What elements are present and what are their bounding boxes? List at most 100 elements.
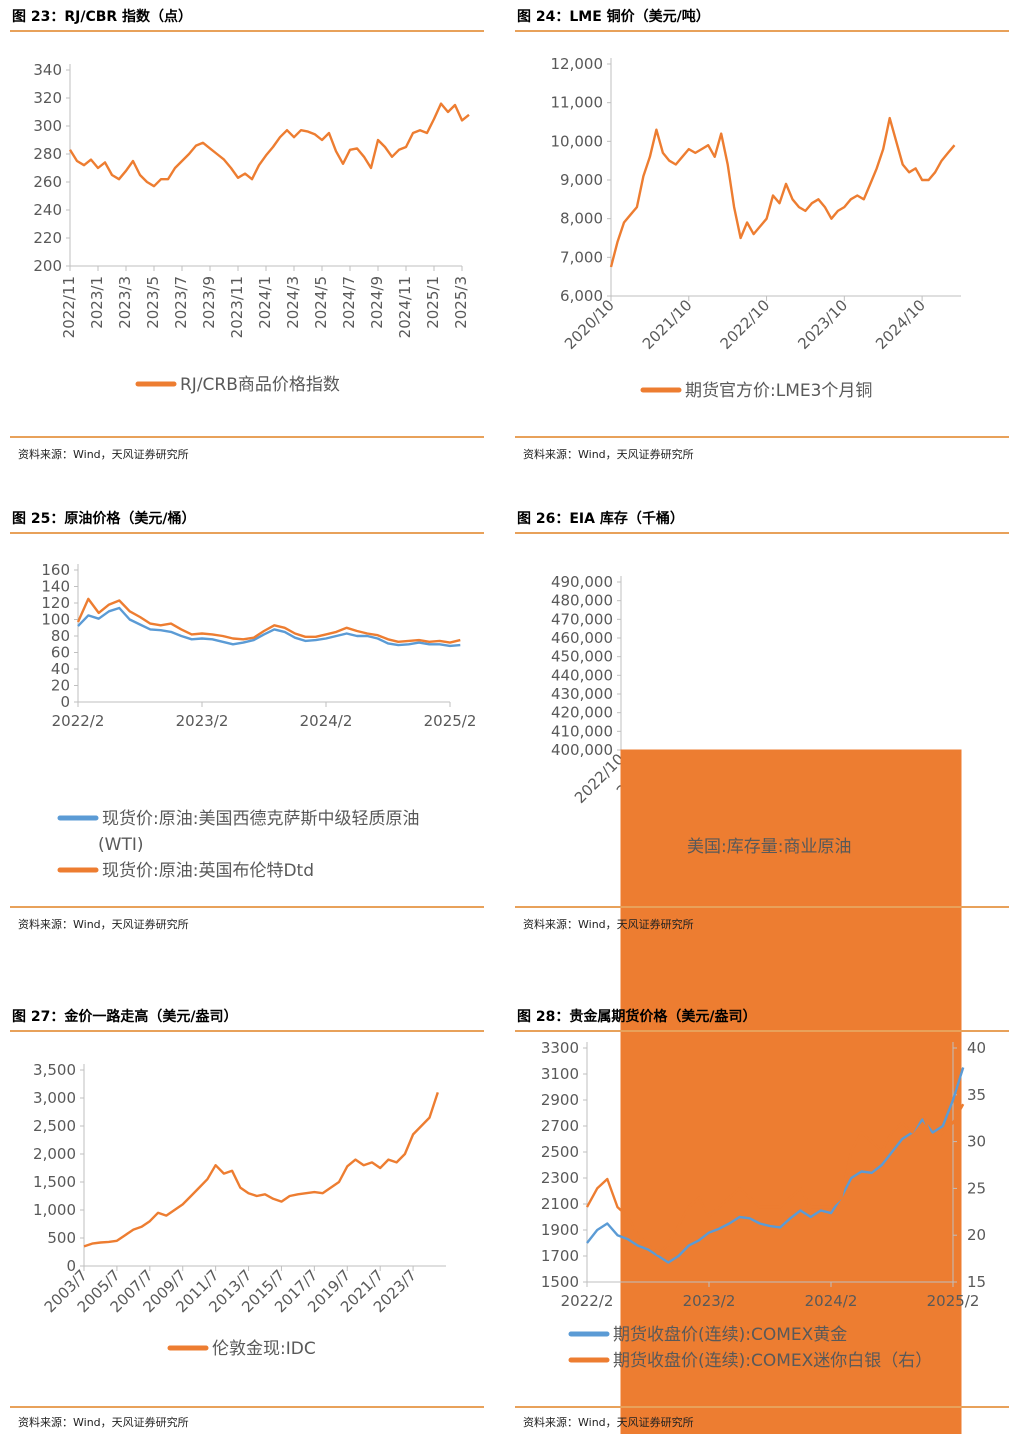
chart-panel-eia-inventory: 图 26：EIA 库存（千桶） 400,000 410,000 420,000 430… — [515, 500, 1011, 1434]
y-tick-label: 470,000 — [551, 610, 613, 628]
chart-title: 图 28：贵金属期货价格（美元/盎司） — [517, 1009, 757, 1025]
y-tick-label: 450,000 — [551, 648, 613, 666]
x-tick-label: 2023/11 — [228, 276, 246, 338]
source-divider — [10, 906, 484, 908]
y-tick-label: 7,000 — [560, 248, 603, 266]
x-tick-label: 2024/2 — [300, 712, 353, 730]
legend-label: 伦敦金现:IDC — [212, 1339, 316, 1359]
y-tick-label: 2300 — [541, 1169, 579, 1187]
y-tick-label: 480,000 — [551, 592, 613, 610]
title-divider — [515, 532, 1009, 534]
chart-panel-gold-price: 图 27：金价一路走高（美元/盎司） 0 500 1,000 1,500 2,000 2,… — [10, 998, 486, 1434]
chart-gold-price: 05001,0001,5002,0002,5003,0003,5002003/7… — [33, 1061, 446, 1359]
chart-panel-precious-metals: 图 28：贵金属期货价格（美元/盎司） 1500 1700 1900 2100 2300… — [515, 998, 1011, 1434]
x-tick-label: 2024/9 — [368, 276, 386, 329]
legend-label: RJ/CRB商品价格指数 — [180, 375, 340, 395]
y-tick-label: 11,000 — [551, 94, 604, 112]
x-tick-label: 2024/3 — [284, 276, 302, 329]
x-tick-label: 2021/10 — [639, 296, 696, 353]
y-tick-label: 280 — [33, 145, 62, 163]
y-tick-label: 0 — [66, 1257, 76, 1275]
x-tick-label: 2022/10 — [717, 296, 774, 353]
legend-swatch — [671, 840, 682, 851]
y-tick-label: 1,500 — [33, 1173, 76, 1191]
y-tick-label: 320 — [33, 89, 62, 107]
x-tick-label: 2022/2 — [561, 1292, 614, 1310]
line-series — [586, 1067, 965, 1264]
y-tick-label: 120 — [41, 594, 70, 612]
y-tick-label: 500 — [47, 1229, 76, 1247]
chart-rj-crb: 200 220 240 260 280 300 320 340 2022/11 2023/1 202… — [33, 61, 470, 395]
legend-label: 美国:库存量:商业原油 — [687, 837, 851, 857]
x-tick-label: 2023/3 — [116, 276, 134, 329]
y-tick-label: 2500 — [541, 1143, 579, 1161]
x-tick-label: 2024/10 — [872, 296, 929, 353]
y-tick-label: 2,500 — [33, 1117, 76, 1135]
y-tick-label: 300 — [33, 117, 62, 135]
x-tick-label: 2024/1 — [256, 276, 274, 329]
y-tick-label: 1700 — [541, 1247, 579, 1265]
x-tick-label: 2025/2 — [424, 712, 477, 730]
x-tick-label: 2022/11 — [60, 276, 78, 338]
x-tick-label: 2022/2 — [52, 712, 105, 730]
legend-label: 期货收盘价(连续):COMEX迷你白银（右） — [613, 1351, 932, 1371]
x-tick-label: 2025/3 — [452, 276, 470, 329]
x-tick-label: 2024/7 — [340, 276, 358, 329]
x-tick-label: 2023/5 — [144, 276, 162, 329]
y-tick-label: 220 — [33, 229, 62, 247]
source-note: 资料来源：Wind，天风证券研究所 — [18, 1416, 189, 1429]
x-tick-label: 2025/1 — [424, 276, 442, 329]
y-tick-label: 240 — [33, 201, 62, 219]
y-tick-label: 8,000 — [560, 210, 603, 228]
source-note: 资料来源：Wind，天风证券研究所 — [18, 918, 189, 931]
y-tick-label: 60 — [51, 644, 70, 662]
line-series — [68, 102, 470, 188]
line-series — [77, 606, 461, 648]
source-divider — [10, 1406, 484, 1408]
y-tick-label: 410,000 — [551, 722, 613, 740]
source-divider — [10, 436, 484, 438]
title-divider — [10, 532, 484, 534]
title-divider — [10, 30, 484, 32]
line-series — [83, 1092, 439, 1248]
y-tick-label: 12,000 — [551, 55, 604, 73]
chart-title: 图 23：RJ/CBR 指数（点） — [12, 9, 193, 25]
y-tick-label: 160 — [41, 561, 70, 579]
y-tick-label: 2100 — [541, 1195, 579, 1213]
y-tick-label: 2900 — [541, 1091, 579, 1109]
y-tick-label: 9,000 — [560, 171, 603, 189]
chart-title: 图 26：EIA 库存（千桶） — [517, 511, 684, 527]
title-divider — [515, 1030, 1009, 1032]
y2-tick-label: 15 — [967, 1273, 986, 1291]
line-series — [585, 1103, 965, 1256]
y-tick-label: 1,000 — [33, 1201, 76, 1219]
y-tick-label: 20 — [51, 677, 70, 695]
y-tick-label: 430,000 — [551, 685, 613, 703]
legend-label: 现货价:原油:美国西德克萨斯中级轻质原油 — [102, 809, 419, 829]
legend-label: 现货价:原油:英国布伦特Dtd — [102, 861, 314, 881]
y-tick-label: 440,000 — [551, 666, 613, 684]
chart-panel-lme-copper: 图 24：LME 铜价（美元/吨） 6,000 7,000 8,000 9,000 10… — [515, 0, 1011, 470]
y-tick-label: 3,000 — [33, 1089, 76, 1107]
y-tick-label: 3100 — [541, 1065, 579, 1083]
y-tick-label: 80 — [51, 627, 70, 645]
source-divider — [515, 906, 1009, 908]
y-tick-label: 6,000 — [560, 287, 603, 305]
y2-tick-label: 25 — [967, 1179, 986, 1197]
y-tick-label: 40 — [51, 660, 70, 678]
line-series — [609, 116, 956, 268]
x-tick-label: 2023/9 — [200, 276, 218, 329]
y-tick-label: 100 — [41, 611, 70, 629]
y-tick-label: 3300 — [541, 1039, 579, 1057]
y-tick-label: 3,500 — [33, 1061, 76, 1079]
y-tick-label: 340 — [33, 61, 62, 79]
x-tick-label: 2024/11 — [396, 276, 414, 338]
y2-tick-label: 30 — [967, 1133, 986, 1151]
chart-lme-copper: 6,000 7,000 8,000 9,000 10,000 11,000 12,000 20… — [551, 55, 961, 401]
area-series — [620, 749, 962, 1434]
chart-panel-crude-oil: 图 25：原油价格（美元/桶） 0 20 40 60 80 100 120 140 160 202… — [10, 500, 486, 940]
y-tick-label: 1500 — [541, 1273, 579, 1291]
y-tick-label: 0 — [60, 693, 70, 711]
y2-tick-label: 20 — [967, 1226, 986, 1244]
y-tick-label: 10,000 — [551, 132, 604, 150]
